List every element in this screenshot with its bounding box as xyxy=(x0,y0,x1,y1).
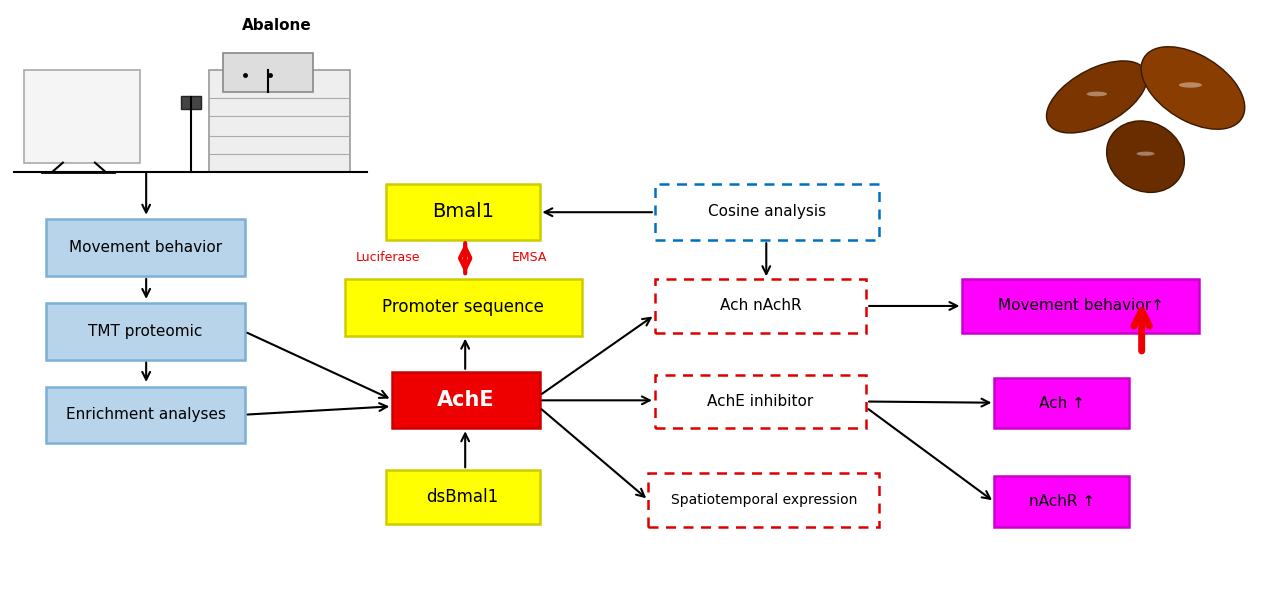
FancyBboxPatch shape xyxy=(994,476,1129,527)
Text: Ach nAchR: Ach nAchR xyxy=(720,298,801,313)
Ellipse shape xyxy=(1141,47,1244,129)
Ellipse shape xyxy=(1107,121,1184,193)
Bar xyxy=(181,96,202,109)
FancyBboxPatch shape xyxy=(655,374,867,428)
Text: Spatiotemporal expression: Spatiotemporal expression xyxy=(670,493,856,507)
Text: Ach ↑: Ach ↑ xyxy=(1039,395,1085,410)
Text: Movement behavior↑: Movement behavior↑ xyxy=(998,298,1163,313)
Text: AchE: AchE xyxy=(437,390,494,410)
Bar xyxy=(209,70,349,172)
FancyBboxPatch shape xyxy=(655,279,867,333)
Text: Abalone: Abalone xyxy=(241,18,312,33)
Text: Movement behavior: Movement behavior xyxy=(69,240,222,255)
Ellipse shape xyxy=(1179,82,1202,88)
FancyBboxPatch shape xyxy=(385,470,539,524)
Text: dsBmal1: dsBmal1 xyxy=(426,488,498,506)
FancyBboxPatch shape xyxy=(345,279,582,336)
Text: nAchR ↑: nAchR ↑ xyxy=(1028,494,1095,509)
Text: AchE inhibitor: AchE inhibitor xyxy=(707,394,814,409)
FancyBboxPatch shape xyxy=(648,473,880,527)
FancyBboxPatch shape xyxy=(962,279,1199,333)
FancyBboxPatch shape xyxy=(46,303,245,360)
FancyBboxPatch shape xyxy=(46,386,245,443)
FancyBboxPatch shape xyxy=(994,377,1129,428)
Text: TMT proteomic: TMT proteomic xyxy=(89,324,203,339)
FancyBboxPatch shape xyxy=(392,371,539,428)
Text: Promoter sequence: Promoter sequence xyxy=(383,298,544,316)
FancyBboxPatch shape xyxy=(385,184,539,240)
Ellipse shape xyxy=(1086,92,1107,97)
Text: Bmal1: Bmal1 xyxy=(431,202,493,221)
Text: Enrichment analyses: Enrichment analyses xyxy=(65,407,226,422)
Bar xyxy=(24,70,140,163)
Bar xyxy=(223,53,313,92)
FancyBboxPatch shape xyxy=(655,184,880,240)
Text: Luciferase: Luciferase xyxy=(356,251,420,263)
Ellipse shape xyxy=(1136,152,1154,156)
Text: EMSA: EMSA xyxy=(511,251,547,263)
Text: Cosine analysis: Cosine analysis xyxy=(707,205,826,220)
FancyBboxPatch shape xyxy=(46,220,245,276)
Ellipse shape xyxy=(1046,61,1147,133)
